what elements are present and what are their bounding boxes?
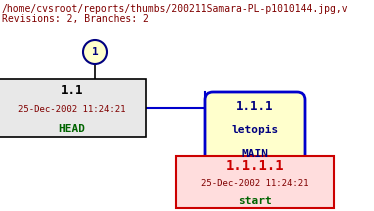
Text: 25-Dec-2002 11:24:21: 25-Dec-2002 11:24:21 bbox=[18, 106, 126, 114]
Text: 1.1: 1.1 bbox=[61, 84, 83, 97]
Text: letopis: letopis bbox=[232, 125, 279, 135]
Text: 1: 1 bbox=[92, 47, 98, 57]
FancyBboxPatch shape bbox=[0, 79, 146, 137]
Text: /home/cvsroot/reports/thumbs/200211Samara-PL-p1010144.jpg,v: /home/cvsroot/reports/thumbs/200211Samar… bbox=[2, 4, 349, 14]
FancyBboxPatch shape bbox=[176, 156, 334, 208]
Text: MAIN: MAIN bbox=[242, 149, 269, 159]
FancyBboxPatch shape bbox=[205, 92, 305, 164]
Text: start: start bbox=[238, 196, 272, 206]
Text: 1.1.1: 1.1.1 bbox=[236, 100, 274, 113]
Text: HEAD: HEAD bbox=[58, 124, 86, 134]
Circle shape bbox=[83, 40, 107, 64]
Text: 25-Dec-2002 11:24:21: 25-Dec-2002 11:24:21 bbox=[201, 179, 309, 188]
Text: Revisions: 2, Branches: 2: Revisions: 2, Branches: 2 bbox=[2, 14, 149, 24]
Text: 1.1.1.1: 1.1.1.1 bbox=[226, 159, 284, 173]
